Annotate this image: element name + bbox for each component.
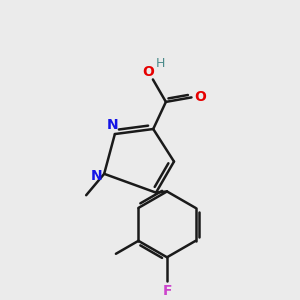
Text: F: F [162,284,172,298]
Text: H: H [156,57,166,70]
Text: N: N [107,118,119,132]
Text: N: N [90,169,102,183]
Text: O: O [195,90,206,104]
Text: O: O [142,65,154,80]
